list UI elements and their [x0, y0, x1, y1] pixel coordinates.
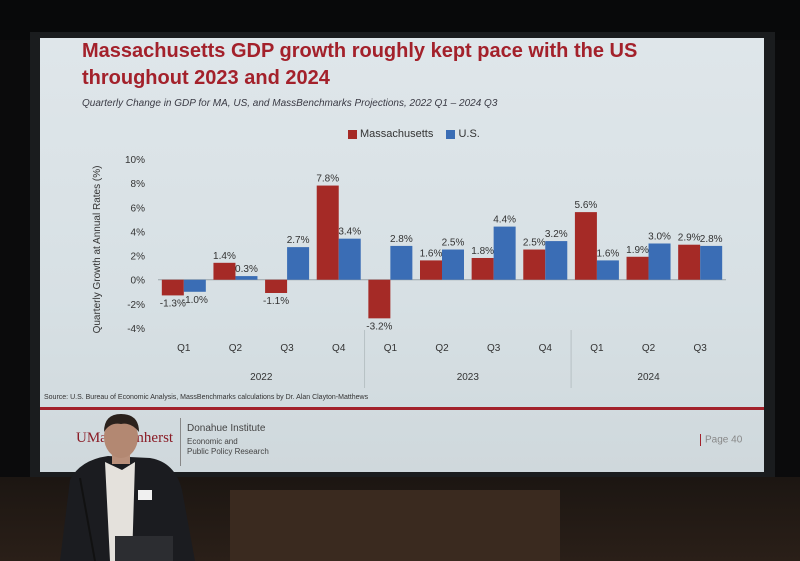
legend-swatch-massachusetts: [348, 129, 357, 139]
laptop: [115, 536, 173, 561]
y-tick-label: 4%: [131, 227, 146, 238]
y-tick-label: 6%: [131, 203, 146, 214]
data-label-massachusetts: 1.4%: [213, 251, 236, 262]
bar-us: [545, 241, 568, 280]
data-label-massachusetts: 1.8%: [471, 246, 494, 257]
data-label-massachusetts: 1.9%: [626, 245, 649, 256]
x-tick-label: Q2: [229, 343, 243, 354]
chart-legend: Massachusetts U.S.: [348, 128, 490, 140]
bar-massachusetts: [523, 249, 546, 280]
bar-us: [442, 249, 464, 280]
gdp-bar-chart: 10% 8% 6% 4% 2% 0% -2% -4% Quarterly Growth at A…: [92, 155, 726, 388]
bar-massachusetts: [678, 244, 701, 280]
x-tick-label: Q4: [539, 343, 553, 354]
bar-us: [287, 247, 310, 280]
bar-massachusetts: [265, 279, 288, 293]
data-label-us: 3.0%: [648, 232, 671, 243]
x-tick-label: Q3: [487, 343, 501, 354]
data-label-us: 2.7%: [287, 235, 310, 246]
data-label-massachusetts: -1.3%: [160, 298, 186, 309]
data-label-us: 2.5%: [442, 238, 465, 249]
data-label-massachusetts: 7.8%: [316, 174, 339, 185]
bar-us: [648, 243, 671, 280]
legend-swatch-us: [446, 129, 456, 139]
bar-massachusetts: [316, 185, 339, 280]
data-label-massachusetts: 2.9%: [678, 233, 701, 244]
x-tick-label: Q2: [642, 343, 656, 354]
institute-name: Donahue Institute: [187, 423, 266, 434]
page-number-text: Page 40: [705, 434, 743, 446]
institute-block: Donahue Institute Economic and Public Po…: [187, 423, 269, 456]
footer-vertical-divider: [180, 418, 181, 466]
year-label: 2022: [250, 372, 273, 383]
data-label-massachusetts: -3.2%: [366, 321, 392, 332]
bar-massachusetts: [213, 262, 236, 280]
data-label-us: -1.0%: [182, 295, 208, 306]
bar-us: [700, 245, 723, 280]
y-tick-label: -2%: [127, 300, 145, 311]
footer-divider-line: [40, 407, 764, 410]
x-tick-label: Q1: [177, 343, 191, 354]
data-label-us: 1.6%: [597, 248, 620, 259]
legend-item-massachusetts: Massachusetts: [348, 128, 433, 140]
bar-massachusetts: [420, 260, 442, 280]
bar-us: [596, 260, 619, 280]
bar-us: [338, 238, 361, 280]
slide-title-line-1: Massachusetts GDP growth roughly kept pa…: [82, 40, 638, 62]
page-number: Page 40: [700, 434, 742, 446]
bar-us: [390, 245, 413, 280]
data-label-us: 0.3%: [235, 264, 258, 275]
data-label-us: 2.8%: [700, 234, 723, 245]
page-number-bar: [700, 434, 701, 446]
bar-massachusetts: [574, 212, 597, 280]
bar-massachusetts: [471, 257, 494, 280]
slide-title-line-2: throughout 2023 and 2024: [82, 67, 330, 89]
data-label-us: 3.4%: [338, 227, 361, 238]
x-tick-label: Q3: [280, 343, 294, 354]
y-tick-label: -4%: [127, 324, 145, 335]
bar-us: [183, 279, 206, 292]
speaker-hair: [104, 414, 139, 432]
legend-item-us: U.S.: [446, 128, 480, 140]
data-label-massachusetts: 5.6%: [575, 200, 598, 211]
microphone-stand: [79, 477, 96, 561]
speaker-head: [104, 416, 138, 458]
x-tick-label: Q1: [384, 343, 398, 354]
x-tick-label: Q3: [694, 343, 708, 354]
slide-title: Massachusetts GDP growth roughly kept pa…: [82, 38, 722, 92]
data-label-massachusetts: 1.6%: [420, 248, 443, 259]
projected-slide: 10% 8% 6% 4% 2% 0% -2% -4% Quarterly Growth at A…: [40, 38, 764, 472]
bar-us: [493, 226, 516, 280]
data-label-massachusetts: 2.5%: [523, 238, 546, 249]
bar-massachusetts: [626, 256, 649, 280]
y-axis-label: Quarterly Growth at Annual Rates (%): [92, 166, 103, 334]
year-label: 2023: [457, 372, 480, 383]
legend-label-us: U.S.: [458, 128, 480, 140]
data-label-massachusetts: -1.1%: [263, 296, 289, 307]
bar-massachusetts: [161, 279, 184, 296]
stage-wood-panel: [230, 490, 560, 561]
x-tick-label: Q4: [332, 343, 346, 354]
institute-sub-1: Economic and: [187, 437, 238, 446]
source-note: Source: U.S. Bureau of Economic Analysis…: [44, 394, 369, 401]
speaker-badge: [138, 490, 152, 500]
legend-label-massachusetts: Massachusetts: [360, 128, 434, 140]
data-label-us: 2.8%: [390, 234, 413, 245]
institute-sub-2: Public Policy Research: [187, 447, 269, 456]
y-tick-label: 8%: [131, 179, 146, 190]
bar-massachusetts: [368, 279, 391, 319]
bar-us: [235, 276, 258, 280]
data-label-us: 4.4%: [493, 215, 516, 226]
data-label-us: 3.2%: [545, 229, 568, 240]
y-tick-label: 10%: [125, 155, 145, 166]
x-tick-label: Q2: [435, 343, 449, 354]
y-tick-label: 2%: [131, 252, 146, 263]
year-label: 2024: [637, 372, 660, 383]
y-tick-label: 0%: [131, 276, 146, 287]
slide-subtitle: Quarterly Change in GDP for MA, US, and …: [82, 98, 498, 109]
x-tick-label: Q1: [590, 343, 604, 354]
